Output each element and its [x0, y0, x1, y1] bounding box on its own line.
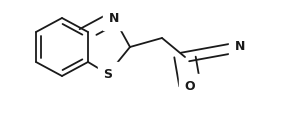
Text: O: O	[185, 79, 195, 92]
Text: S: S	[103, 68, 113, 80]
Text: N: N	[109, 11, 119, 24]
Text: N: N	[235, 41, 245, 53]
